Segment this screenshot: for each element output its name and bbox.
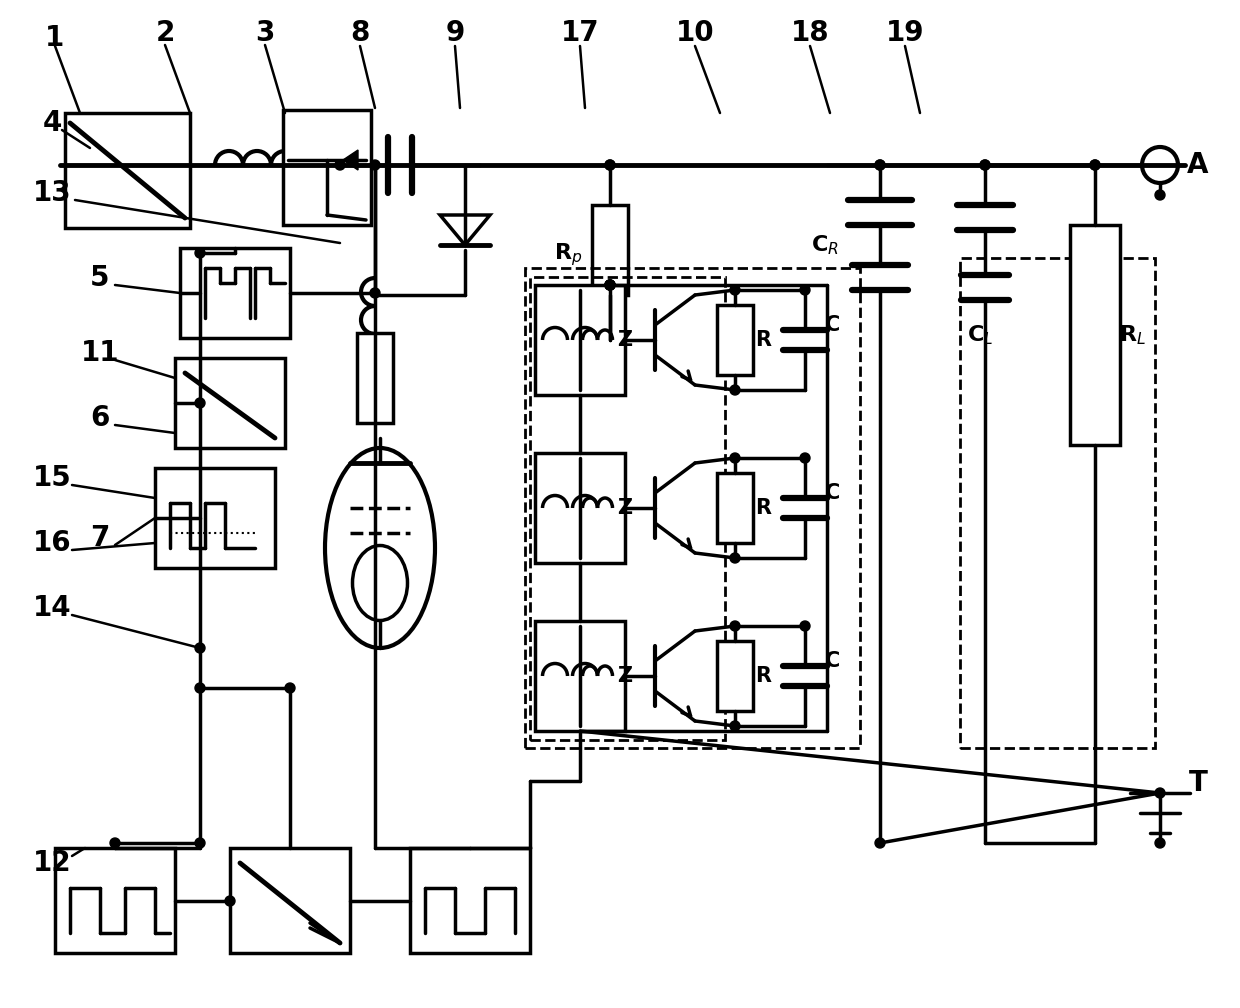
Circle shape xyxy=(730,453,740,463)
Bar xyxy=(534,453,625,563)
Text: C: C xyxy=(826,314,841,335)
Text: Z: Z xyxy=(618,666,632,686)
Text: R: R xyxy=(755,666,771,686)
Circle shape xyxy=(195,643,205,653)
Circle shape xyxy=(110,838,120,848)
Text: 8: 8 xyxy=(351,19,370,47)
Circle shape xyxy=(980,160,990,170)
Circle shape xyxy=(730,621,740,631)
Circle shape xyxy=(285,683,295,694)
Text: R: R xyxy=(755,498,771,518)
Circle shape xyxy=(370,288,379,298)
Circle shape xyxy=(195,248,205,258)
Text: 5: 5 xyxy=(91,264,110,292)
Circle shape xyxy=(875,838,885,848)
Circle shape xyxy=(1154,838,1166,848)
Text: 3: 3 xyxy=(255,19,275,47)
Circle shape xyxy=(1090,160,1100,170)
Circle shape xyxy=(195,398,205,408)
Bar xyxy=(525,268,861,748)
Bar xyxy=(960,258,1154,748)
Text: Z: Z xyxy=(618,330,632,350)
Bar xyxy=(64,113,190,228)
Text: T: T xyxy=(1189,769,1208,797)
Text: C$_R$: C$_R$ xyxy=(811,233,839,257)
Polygon shape xyxy=(343,150,358,170)
Circle shape xyxy=(730,721,740,731)
Bar xyxy=(717,305,753,375)
Text: R$_p$: R$_p$ xyxy=(554,242,583,268)
Circle shape xyxy=(195,838,205,848)
Text: 11: 11 xyxy=(81,339,119,367)
Text: 19: 19 xyxy=(885,19,924,47)
Circle shape xyxy=(605,160,615,170)
Circle shape xyxy=(1154,190,1166,200)
Text: 15: 15 xyxy=(32,464,72,492)
Bar xyxy=(591,205,627,295)
Text: 10: 10 xyxy=(676,19,714,47)
Circle shape xyxy=(800,453,810,463)
Bar xyxy=(55,848,175,953)
Circle shape xyxy=(875,160,885,170)
Bar xyxy=(717,473,753,543)
Circle shape xyxy=(730,385,740,395)
Text: 17: 17 xyxy=(560,19,599,47)
Text: C: C xyxy=(826,483,841,503)
Circle shape xyxy=(1154,788,1166,798)
Circle shape xyxy=(730,553,740,563)
Text: R: R xyxy=(755,330,771,350)
Circle shape xyxy=(370,160,379,170)
Bar xyxy=(229,848,350,953)
Text: 12: 12 xyxy=(32,849,72,877)
Text: 4: 4 xyxy=(42,109,62,137)
Text: Z: Z xyxy=(618,498,632,518)
Bar xyxy=(717,641,753,711)
Circle shape xyxy=(605,280,615,290)
Bar xyxy=(1070,225,1120,445)
Text: A: A xyxy=(1187,151,1209,179)
Circle shape xyxy=(605,280,615,290)
Circle shape xyxy=(335,160,345,170)
Text: 2: 2 xyxy=(155,19,175,47)
Circle shape xyxy=(605,280,615,290)
Text: C$_L$: C$_L$ xyxy=(967,324,993,347)
Text: 9: 9 xyxy=(445,19,465,47)
Circle shape xyxy=(605,160,615,170)
Bar xyxy=(357,333,393,423)
Text: 18: 18 xyxy=(791,19,830,47)
Circle shape xyxy=(980,160,990,170)
Circle shape xyxy=(224,896,236,906)
Bar xyxy=(534,285,625,395)
Circle shape xyxy=(195,683,205,694)
Text: 16: 16 xyxy=(32,529,72,557)
Circle shape xyxy=(800,285,810,295)
Text: 7: 7 xyxy=(91,524,109,552)
Bar xyxy=(180,248,290,338)
Circle shape xyxy=(875,160,885,170)
Circle shape xyxy=(730,285,740,295)
Circle shape xyxy=(605,280,615,290)
Bar xyxy=(155,468,275,568)
Bar xyxy=(529,277,725,740)
Bar xyxy=(175,358,285,448)
Text: 1: 1 xyxy=(46,24,64,52)
Text: C: C xyxy=(826,651,841,671)
Bar xyxy=(410,848,529,953)
Bar xyxy=(283,110,371,225)
Circle shape xyxy=(1090,160,1100,170)
Text: 14: 14 xyxy=(32,594,72,622)
Text: R$_L$: R$_L$ xyxy=(1120,324,1147,347)
Circle shape xyxy=(800,621,810,631)
Text: 13: 13 xyxy=(32,179,72,207)
Bar xyxy=(534,621,625,731)
Text: 6: 6 xyxy=(91,404,109,432)
